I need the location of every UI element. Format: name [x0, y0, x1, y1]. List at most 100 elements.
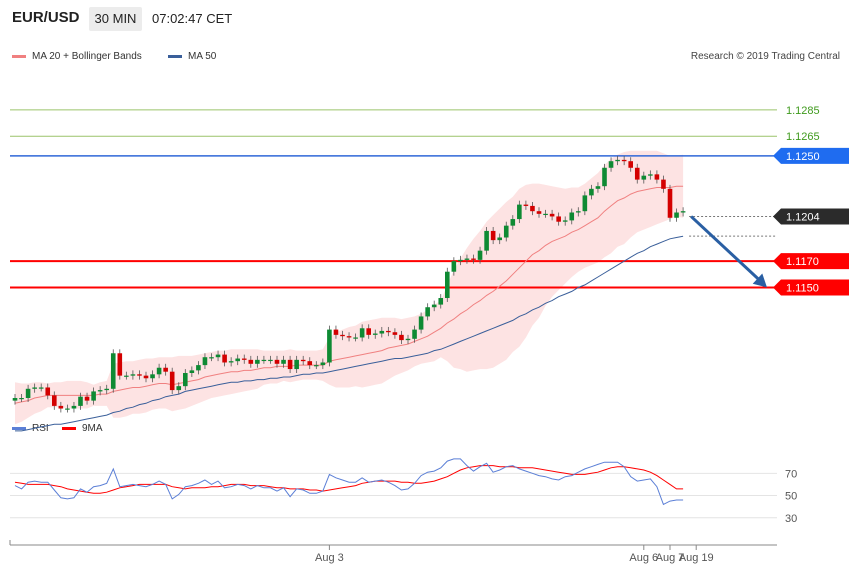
- candle-body: [464, 258, 470, 260]
- candle-body: [608, 161, 614, 168]
- forecast-arrow-shaft: [690, 215, 763, 283]
- candle-body: [261, 359, 267, 362]
- candle-body: [163, 367, 168, 372]
- candle-body: [19, 398, 24, 400]
- candle-body: [634, 167, 640, 180]
- price-level-tag-1.1150: [773, 279, 849, 296]
- time-tick-label-Aug-3: Aug 3: [315, 552, 344, 564]
- time-tick-label-Aug-19: Aug 19: [679, 552, 714, 564]
- candle-body: [399, 334, 404, 341]
- rsi-level-label-70: 70: [785, 468, 797, 480]
- candle-body: [58, 405, 64, 409]
- candle-body: [405, 338, 411, 341]
- candle-body: [654, 174, 660, 180]
- candle-body: [110, 353, 116, 389]
- candle-body: [680, 211, 686, 213]
- legend-ma20: MA 20 + Bollinger Bands: [12, 51, 142, 62]
- candle-body: [65, 408, 70, 410]
- candle-body: [209, 357, 214, 359]
- candle-body: [530, 205, 535, 212]
- candle-body: [451, 261, 457, 272]
- legend-ma20-swatch: [12, 54, 26, 58]
- candle-body: [156, 367, 162, 375]
- candle-body: [359, 328, 365, 338]
- copyright-text: Research © 2019 Trading Central: [690, 51, 840, 62]
- candle-body: [169, 371, 175, 391]
- legend-rsi-swatch: [12, 426, 26, 430]
- price-level-label-1.1265: 1.1265: [786, 131, 820, 143]
- candle-body: [569, 212, 575, 221]
- candle-body: [71, 405, 77, 409]
- candle-body: [340, 334, 345, 337]
- candle-body: [477, 250, 483, 260]
- legend-ma50-label: MA 50: [188, 51, 217, 62]
- legend-rsi: RSI: [12, 423, 49, 434]
- candle-body: [268, 359, 273, 362]
- candle-body: [320, 362, 326, 366]
- chart-header: EUR/USD 30 MIN 07:02:47 CET: [0, 0, 850, 38]
- candle-body: [543, 213, 548, 216]
- candle-body: [248, 359, 254, 364]
- candle-body: [674, 212, 679, 218]
- price-level-label-1.1285: 1.1285: [786, 105, 820, 117]
- candle-body: [353, 337, 358, 339]
- candle-body: [412, 329, 417, 339]
- candle-body: [556, 216, 561, 222]
- rsi-line: [14, 458, 684, 506]
- candle-body: [97, 390, 103, 392]
- candle-body: [484, 230, 489, 251]
- candle-body: [176, 386, 182, 391]
- candle-body: [562, 220, 568, 222]
- rsi-level-label-30: 30: [785, 513, 797, 525]
- candle-body: [425, 307, 430, 317]
- candle-body: [497, 237, 502, 241]
- candle-body: [124, 375, 129, 377]
- price-level-label-1.1250: 1.1250: [786, 151, 820, 163]
- candle-body: [490, 230, 496, 241]
- candle-body: [379, 330, 385, 334]
- candle-body: [582, 195, 588, 212]
- ma20-line: [14, 185, 684, 404]
- candle-body: [648, 174, 653, 176]
- candle-body: [445, 271, 450, 299]
- candle-body: [38, 387, 44, 389]
- candle-body: [202, 357, 208, 366]
- price-level-label-1.1204: 1.1204: [786, 211, 820, 223]
- legend-ma50-swatch: [168, 54, 182, 58]
- legend-ma50: MA 50: [168, 51, 216, 62]
- candle-body: [458, 259, 463, 262]
- candle-body: [471, 258, 476, 260]
- timeframe-button[interactable]: 30 MIN: [89, 7, 142, 31]
- candle-body: [386, 330, 391, 333]
- candle-body: [333, 329, 339, 335]
- candle-body: [52, 395, 57, 406]
- candle-body: [372, 333, 378, 335]
- rsi-level-label-50: 50: [785, 491, 797, 503]
- candle-body: [255, 359, 260, 364]
- legend-9ma: 9MA: [62, 423, 103, 434]
- bollinger-band-fill: [15, 150, 684, 425]
- candle-body: [510, 219, 516, 226]
- price-level-tag-1.1204: [773, 208, 849, 225]
- candle-body: [78, 396, 83, 406]
- candle-body: [549, 213, 555, 217]
- candle-body: [523, 204, 529, 206]
- candle-body: [281, 359, 286, 364]
- candle-body: [104, 388, 109, 391]
- candle-body: [25, 388, 31, 398]
- candle-body: [241, 358, 247, 360]
- candle-body: [32, 387, 37, 389]
- time-tick-label-Aug-6: Aug 6: [629, 552, 658, 564]
- forecast-arrow-layer: [690, 215, 767, 288]
- candle-body: [576, 211, 581, 213]
- candle-body: [84, 396, 90, 401]
- candle-body: [431, 304, 437, 308]
- candle-body: [418, 316, 424, 330]
- candle-body: [615, 159, 620, 162]
- legend-rsi-label: RSI: [32, 423, 49, 434]
- rsi-panel: 70 50 30: [10, 458, 797, 525]
- price-level-layer: [10, 109, 777, 289]
- moving-average-layer: [14, 185, 684, 432]
